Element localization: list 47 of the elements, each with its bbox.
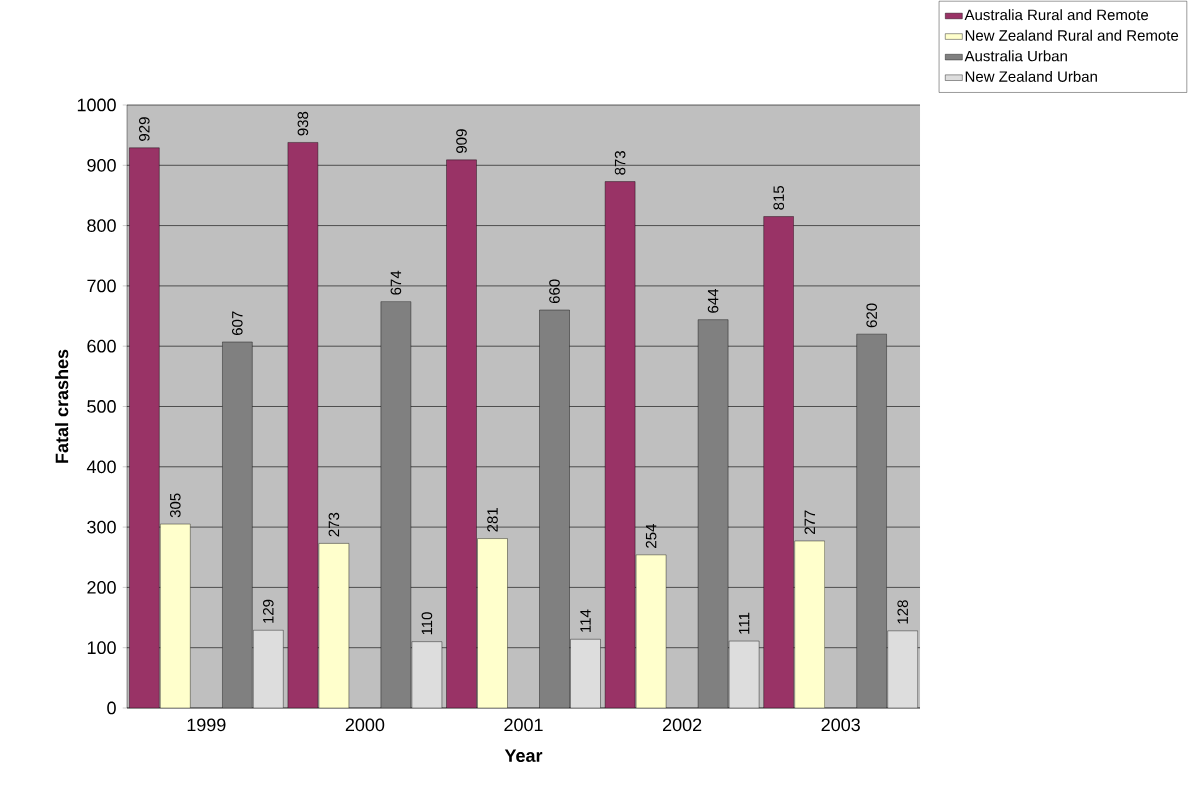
data-label: 110 — [421, 612, 433, 635]
y-tick-label: 700 — [87, 279, 116, 293]
x-tick-label: 2002 — [663, 718, 702, 732]
legend-label: New Zealand Rural and Remote — [965, 29, 1179, 41]
data-label: 254 — [645, 524, 657, 548]
x-tick-label: 1999 — [187, 718, 226, 732]
data-label: 607 — [231, 311, 243, 336]
legend-label: Australia Rural and Remote — [964, 9, 1149, 21]
bar — [318, 543, 350, 708]
data-label: 128 — [897, 600, 909, 624]
bar — [477, 538, 508, 708]
data-label: 929 — [138, 117, 150, 141]
data-label: 674 — [390, 270, 402, 295]
y-tick-label: 300 — [87, 520, 116, 534]
x-tick-label: 2000 — [345, 718, 385, 732]
bar — [160, 523, 191, 708]
x-tick-label: 2001 — [504, 718, 543, 732]
x-tick-label: 2003 — [821, 718, 860, 732]
data-label: 277 — [804, 510, 815, 535]
y-tick-label: 0 — [107, 701, 116, 715]
legend-label: New Zealand Urban — [965, 70, 1097, 82]
data-label: 114 — [580, 609, 591, 632]
data-label: 909 — [456, 129, 467, 153]
data-label: 273 — [328, 512, 340, 537]
x-axis-title: Year — [504, 749, 543, 762]
bar — [794, 540, 825, 708]
bar — [635, 554, 667, 708]
y-tick-label: 200 — [87, 581, 116, 594]
data-label: 660 — [549, 279, 560, 304]
data-label: 620 — [866, 303, 878, 328]
y-tick-label: 800 — [87, 219, 116, 232]
data-label: 815 — [773, 185, 785, 210]
data-label: 938 — [297, 111, 309, 136]
y-axis-title: Fatal crashes — [55, 349, 69, 463]
data-label: 111 — [738, 612, 750, 634]
y-tick-label: 600 — [87, 339, 116, 353]
data-label: 873 — [614, 151, 626, 175]
y-tick-label: 900 — [87, 158, 116, 172]
data-label: 305 — [169, 493, 181, 518]
y-tick-label: 400 — [86, 460, 116, 474]
data-label: 281 — [487, 508, 498, 532]
legend-label: Australia Urban — [964, 50, 1067, 62]
data-label: 644 — [707, 288, 719, 313]
data-label: 129 — [262, 599, 274, 623]
y-tick-label: 1000 — [77, 98, 116, 112]
y-tick-label: 500 — [87, 400, 116, 413]
y-tick-label: 100 — [87, 641, 116, 655]
